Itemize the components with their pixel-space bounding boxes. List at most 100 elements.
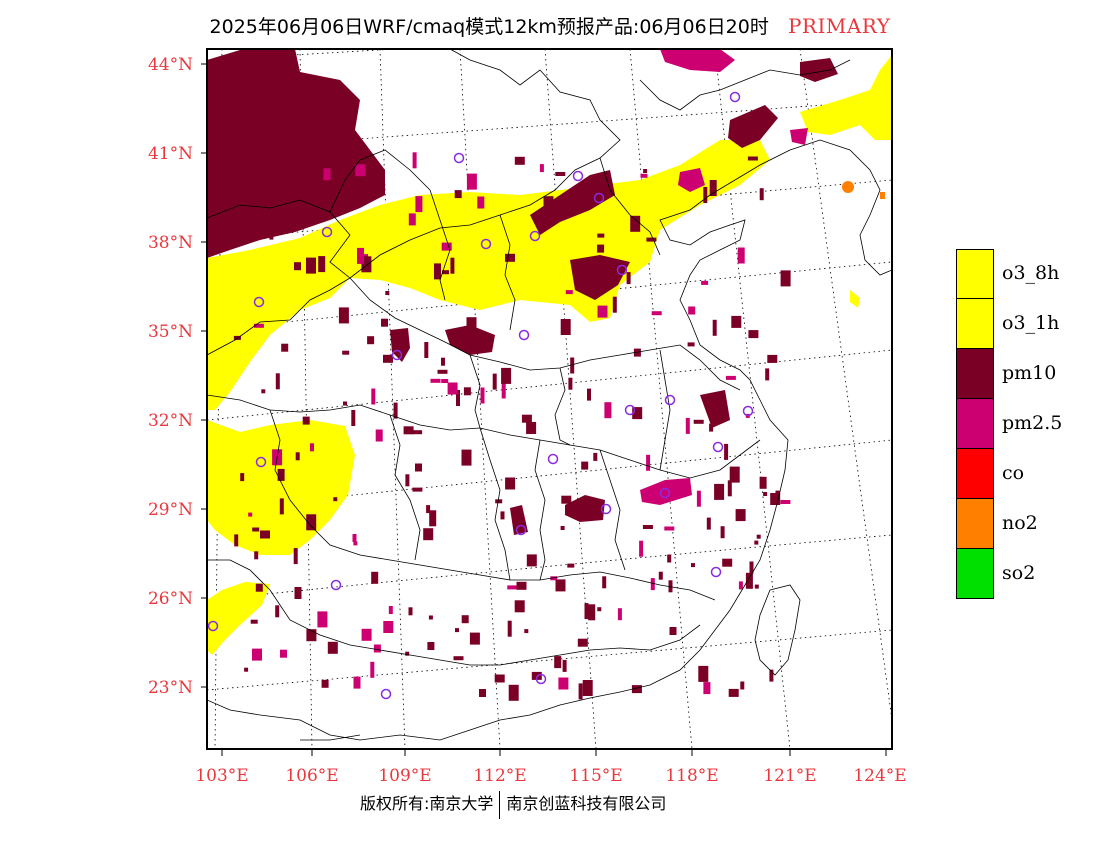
hotspot-cell [495,499,503,504]
map-frame [206,48,893,750]
hotspot-cell [567,563,575,568]
hotspot-cell [367,336,375,345]
hotspot-cell [254,551,259,560]
hotspot-cell [442,270,449,275]
hotspot-cell [275,605,280,618]
hotspot-cell [361,628,372,641]
hotspot-cell [526,422,537,434]
hotspot-cell [501,367,512,384]
copyright-right: 南京创蓝科技有限公司 [506,794,667,813]
hotspot-cell [281,343,289,352]
hotspot-cell [712,319,717,336]
hotspot-cell [706,517,711,530]
hotspot-cell [424,342,429,358]
hotspot-cell [514,600,525,613]
hotspot-cell [383,621,394,633]
station-marker [255,456,267,468]
hotspot-cell [696,490,701,507]
hotspot-cell [725,375,736,380]
hotspot-cell [343,401,347,406]
legend-label: so2 [1002,562,1036,584]
hotspot-cell [383,354,393,363]
hotspot-cell [701,280,709,285]
station-marker [729,91,741,103]
hotspot-cell [631,685,642,694]
hotspot-cell [505,477,516,490]
hotspot-cell [306,514,317,531]
hotspot-cell [508,684,519,701]
lat-label-38: 38°N [148,233,193,253]
station-marker [391,349,403,361]
hotspot-cell [539,164,544,173]
hotspot-cell [244,667,249,672]
hotspot-cell [602,576,607,589]
hotspot-cell [302,416,310,425]
hotspot-cell [738,581,743,590]
hotspot-cell [633,348,641,357]
hotspot-cell [703,682,711,695]
hotspot-cell [453,656,464,661]
station-marker [515,524,527,536]
hotspot-cell [281,219,289,228]
hotspot-cell [604,402,612,419]
hotspot-cell [584,603,589,620]
lat-axis: 44°N 41°N 38°N 35°N 32°N 29°N 26°N 23°N [148,55,207,698]
hotspot-cell [593,452,598,461]
primary-tag: PRIMARY [787,14,891,38]
hotspot-cell [466,317,477,334]
hotspot-cell [255,583,263,592]
hotspot-cell [646,454,651,471]
station-marker [593,192,605,204]
lat-label-41: 41°N [148,144,193,164]
hotspot-cell [434,263,441,280]
hotspot-cell [550,576,558,581]
hotspot-cell [317,611,328,628]
hotspot-cell [371,571,379,584]
hotspot-cell [543,196,554,209]
hotspot-cell [385,291,390,295]
hotspot-cell [554,656,562,669]
hotspot-cell [376,176,381,193]
hotspot-cell [650,578,655,591]
hotspot-cell [565,290,573,295]
hotspot-cell [450,257,455,274]
hotspot-cell [724,443,729,460]
hotspot-cell [501,382,506,399]
monitoring-stations [207,91,754,700]
hotspot-cell [507,620,512,637]
legend-label: pm2.5 [1002,412,1063,434]
hotspot-cell [318,256,326,273]
station-marker [535,673,547,685]
hotspot-cell [651,311,662,316]
station-marker [518,329,530,341]
hotspot-cell [577,638,588,647]
lon-label-106: 106°E [285,766,338,786]
o3-exceedance-areas [207,55,892,655]
title-text: 2025年06月06日WRF/cmaq模式12km预报产品:06月06日20时 [209,16,769,38]
hotspot-cell [640,173,648,178]
hotspot-cell [731,315,742,328]
station-marker [207,620,219,632]
hotspot-cell [412,430,423,435]
hotspot-cell [405,651,410,656]
lat-label-23: 23°N [148,678,193,698]
hotspot-cell [426,505,431,514]
hotspot-cell [277,468,285,481]
hotspot-cell [759,476,767,489]
hotspot-cell [722,558,733,567]
hotspot-cell [371,388,376,405]
hotspot-cell [775,490,780,495]
hotspot-cell [754,540,759,545]
hotspot-cell [688,306,696,315]
hotspot-cell [770,493,781,505]
hotspot-cell [728,688,739,697]
lon-label-121: 121°E [763,766,816,786]
hotspot-cell [295,452,300,461]
map-title: 2025年06月06日WRF/cmaq模式12km预报产品:06月06日20时 … [0,12,1100,42]
no2-exceedance-areas [842,181,885,199]
hotspot-cell [570,357,575,374]
legend-swatch [956,399,994,449]
legend-item-o3-8h: o3_8h [956,249,1096,299]
hotspot-cell [597,305,608,318]
hotspot-cell [507,585,518,590]
